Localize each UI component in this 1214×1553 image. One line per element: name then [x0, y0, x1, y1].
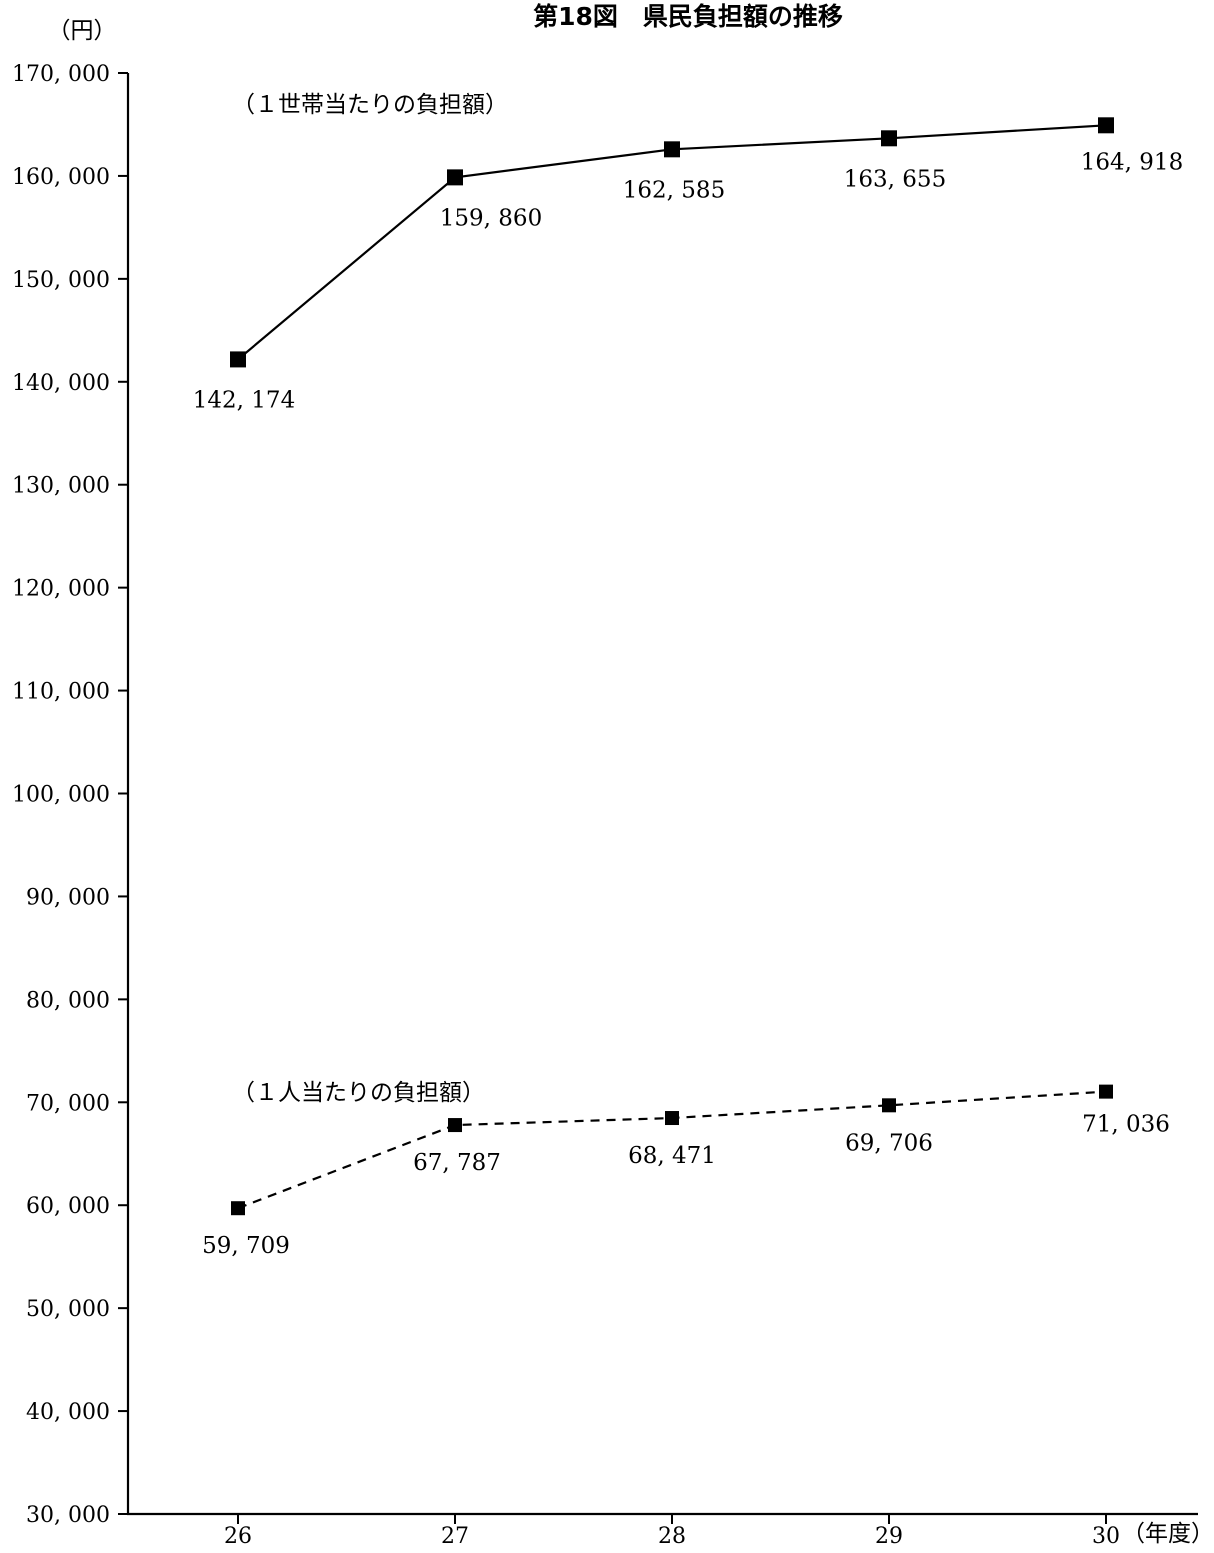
- data-label: 67, 787: [413, 1150, 501, 1176]
- series-line: [237, 124, 1107, 361]
- data-label: 68, 471: [628, 1143, 716, 1169]
- y-tick-label: 120, 000: [12, 577, 110, 602]
- x-tick-label: 26: [224, 1524, 252, 1549]
- data-point-marker: [447, 169, 463, 186]
- y-tick-label: 40, 000: [26, 1400, 110, 1425]
- data-point-marker: [1098, 117, 1114, 134]
- series-2: 59, 709 67, 787 68, 471 69, 706 71, 036 （１人当た…: [202, 1080, 1170, 1259]
- data-label: 69, 706: [845, 1130, 933, 1156]
- y-tick-label: 30, 000: [26, 1503, 110, 1528]
- data-point-marker: [448, 1118, 462, 1133]
- y-tick-label: 130, 000: [12, 474, 110, 499]
- y-tick-label: 110, 000: [12, 680, 110, 705]
- data-point-marker: [881, 130, 897, 147]
- series-layer: 142, 174 159, 860 162, 585 163, 655 164, 918…: [193, 92, 1183, 1259]
- series-name-label: （１世帯当たりの負担額）: [232, 92, 508, 118]
- x-tick-label: 29: [875, 1524, 903, 1549]
- x-tick-label: 30: [1092, 1524, 1120, 1549]
- y-tick-label: 150, 000: [12, 268, 110, 293]
- y-tick-label: 140, 000: [12, 371, 110, 396]
- series-name-label: （１人当たりの負担額）: [232, 1080, 485, 1106]
- y-tick-label: 100, 000: [12, 783, 110, 808]
- y-axis-unit-label: （円）: [48, 18, 117, 44]
- data-point-marker: [231, 1201, 245, 1216]
- chart-title: 第18図 県民負担額の推移: [533, 2, 843, 31]
- data-label: 162, 585: [623, 177, 725, 203]
- data-label: 71, 036: [1082, 1112, 1170, 1138]
- data-label: 159, 860: [440, 205, 542, 231]
- y-tick-label: 70, 000: [26, 1091, 110, 1116]
- data-label: 164, 918: [1081, 149, 1183, 175]
- data-point-marker: [230, 351, 246, 368]
- data-point-marker: [882, 1098, 896, 1113]
- x-axis-unit-label: （年度）: [1122, 1521, 1214, 1547]
- y-tick-label: 60, 000: [26, 1194, 110, 1219]
- data-point-marker: [1099, 1084, 1113, 1099]
- x-axis-ticks: 26 27 28 29 30: [224, 1514, 1120, 1549]
- y-tick-label: 90, 000: [26, 885, 110, 910]
- x-tick-label: 28: [658, 1524, 686, 1549]
- y-tick-label: 160, 000: [12, 165, 110, 190]
- data-point-marker: [664, 141, 680, 158]
- data-label: 59, 709: [202, 1233, 290, 1259]
- data-label: 142, 174: [193, 387, 295, 413]
- y-tick-label: 50, 000: [26, 1297, 110, 1322]
- data-label: 163, 655: [844, 166, 946, 192]
- series-1: 142, 174 159, 860 162, 585 163, 655 164, 918…: [193, 92, 1183, 414]
- y-tick-label: 80, 000: [26, 988, 110, 1013]
- y-axis-ticks: 30, 000 40, 000 50, 000 60, 000 70, 000 80, 0…: [12, 62, 128, 1528]
- data-point-marker: [665, 1111, 679, 1126]
- y-tick-label: 170, 000: [12, 62, 110, 87]
- x-tick-label: 27: [441, 1524, 469, 1549]
